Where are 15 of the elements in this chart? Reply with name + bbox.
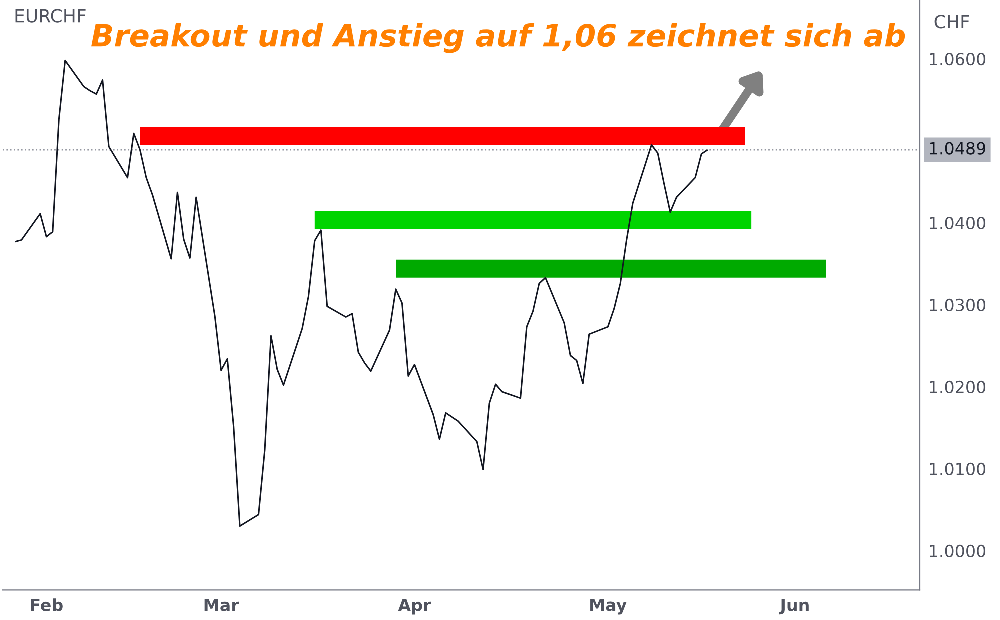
x-tick-label: Mar bbox=[204, 599, 240, 612]
ref-line-label: 1.0489 bbox=[930, 142, 986, 155]
y-tick-label: 1.0300 bbox=[930, 298, 986, 312]
y-tick-label: 1.0400 bbox=[930, 216, 986, 230]
x-tick-label: Jun bbox=[779, 599, 809, 615]
x-tick-label: Apr bbox=[398, 599, 432, 615]
y-tick-label: 1.0200 bbox=[930, 380, 986, 394]
y-tick-label: 1.0000 bbox=[930, 544, 986, 558]
y-axis-title: CHF bbox=[934, 15, 970, 29]
x-tick-label: May bbox=[590, 598, 627, 615]
chart-subtitle: EURCHF bbox=[16, 9, 86, 23]
y-tick-label: 1.0600 bbox=[930, 52, 986, 66]
x-tick-label: Feb bbox=[31, 598, 63, 612]
annotation: Breakout und Anstieg auf 1,06 zeichnet sich ab bbox=[92, 23, 906, 54]
y-tick-label: 1.0100 bbox=[930, 462, 986, 476]
